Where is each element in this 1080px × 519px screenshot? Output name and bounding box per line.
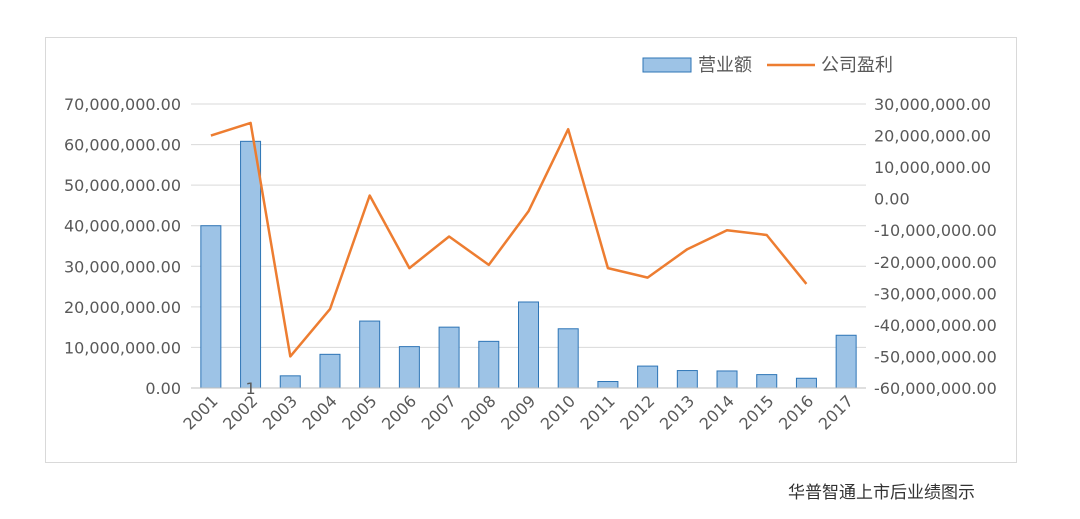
bar-2012	[637, 365, 659, 389]
legend-label-line: 公司盈利	[821, 55, 893, 76]
annotations: 1	[245, 379, 255, 398]
right-tick-label: -40,000,000.00	[874, 316, 997, 335]
right-tick-label: 30,000,000.00	[874, 95, 991, 114]
bar-2003	[279, 375, 301, 389]
bar-2016	[795, 377, 817, 389]
bar-2006	[398, 346, 420, 389]
legend-label-bar: 营业额	[698, 55, 752, 76]
right-tick-label: -20,000,000.00	[874, 253, 997, 272]
left-tick-label: 30,000,000.00	[64, 257, 181, 276]
x-tick-label: 2011	[577, 391, 619, 433]
x-axis: 2001200220032004200520062007200820092010…	[179, 387, 866, 434]
annotation-label: 1	[245, 379, 255, 398]
x-tick-label: 2006	[378, 391, 420, 433]
left-axis: 0.00 10,000,000.00 20,000,000.00 30,000,000…	[64, 95, 181, 398]
chart-caption: 华普智通上市后业绩图示	[788, 483, 975, 503]
right-tick-label: 0.00	[874, 190, 910, 209]
x-tick-label: 2013	[656, 391, 698, 433]
bar-2013	[676, 370, 698, 389]
right-tick-label: -50,000,000.00	[874, 347, 997, 366]
left-tick-label: 60,000,000.00	[64, 136, 181, 155]
left-tick-label: 0.00	[145, 379, 181, 398]
x-tick-label: 2009	[497, 391, 539, 433]
bar-2005	[359, 320, 381, 389]
bar-2002	[240, 140, 262, 389]
right-tick-label: 10,000,000.00	[874, 158, 991, 177]
bar-2009	[518, 301, 539, 389]
bar-2004	[319, 353, 341, 389]
bar-2014	[716, 370, 738, 389]
right-axis: -60,000,000.00 -50,000,000.00 -40,000,000.…	[874, 95, 997, 398]
x-tick-label: 2015	[735, 391, 777, 433]
x-tick-label: 2003	[259, 391, 301, 433]
x-tick-label: 2004	[299, 391, 341, 433]
bar-2008	[478, 340, 500, 389]
bar-2011	[597, 381, 619, 389]
right-tick-label: -30,000,000.00	[874, 284, 997, 303]
bar-2017	[835, 334, 857, 389]
x-tick-label: 2005	[338, 391, 380, 433]
left-tick-label: 40,000,000.00	[64, 217, 181, 236]
legend: 营业额 公司盈利	[642, 55, 893, 76]
line-公司盈利	[210, 121, 808, 358]
right-tick-label: -10,000,000.00	[874, 221, 997, 240]
x-tick-label: 2008	[457, 391, 499, 433]
legend-swatch-bar	[642, 57, 692, 73]
line-series	[210, 121, 808, 358]
x-tick-label: 2001	[179, 391, 221, 433]
left-tick-label: 50,000,000.00	[64, 176, 181, 195]
right-tick-label: -60,000,000.00	[874, 379, 997, 398]
x-tick-label: 2017	[815, 391, 857, 433]
left-tick-label: 70,000,000.00	[64, 95, 181, 114]
left-tick-label: 20,000,000.00	[64, 298, 181, 317]
bar-2010	[557, 328, 579, 389]
x-tick-label: 2014	[696, 391, 738, 433]
right-tick-label: 20,000,000.00	[874, 127, 991, 146]
left-tick-label: 10,000,000.00	[64, 338, 181, 357]
x-tick-label: 2007	[418, 391, 460, 433]
bar-2001	[200, 225, 222, 389]
bar-2007	[438, 326, 460, 389]
chart-frame: 0.00 10,000,000.00 20,000,000.00 30,000,000…	[45, 37, 1017, 463]
bar-2015	[756, 374, 778, 389]
x-tick-label: 2012	[616, 391, 658, 433]
x-tick-label: 2016	[775, 391, 817, 433]
bar-series	[200, 140, 857, 389]
x-tick-label: 2010	[537, 391, 579, 433]
chart: 0.00 10,000,000.00 20,000,000.00 30,000,000…	[64, 55, 997, 434]
